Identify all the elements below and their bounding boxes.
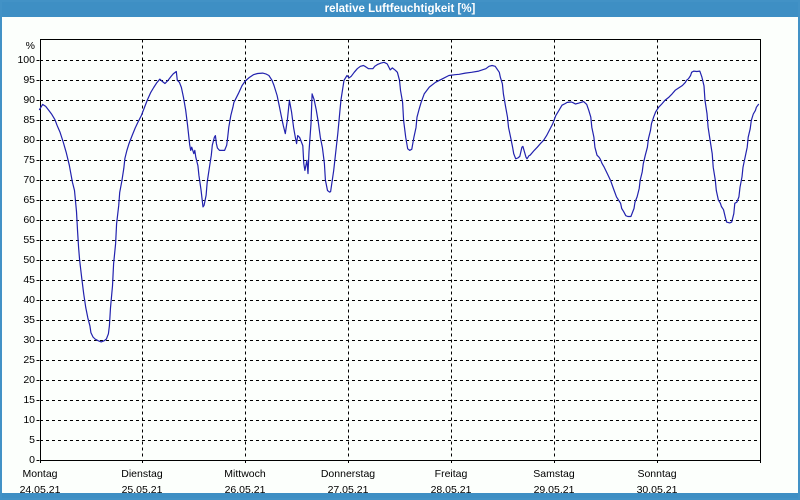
y-axis-label: 0: [29, 454, 35, 466]
y-axis-label: 70: [23, 174, 35, 186]
y-axis-label: 80: [23, 134, 35, 146]
y-axis-label: 55: [23, 234, 35, 246]
y-axis-label: 25: [23, 354, 35, 366]
window-titlebar: relative Luftfeuchtigkeit [%]: [2, 2, 798, 17]
y-axis-label: 10: [23, 414, 35, 426]
y-axis-label: 60: [23, 214, 35, 226]
y-axis-label: 20: [23, 374, 35, 386]
plot-border: [40, 39, 761, 461]
chart-content: 0 5 10 15 20 25 30 35 40 45 50 55 60 65 70 75 80 85 90 95 10…: [2, 17, 798, 496]
x-axis-day-label: Samstag: [533, 468, 575, 480]
y-axis-label: 75: [23, 154, 35, 166]
y-axis-label: 30: [23, 334, 35, 346]
x-axis-day-label: Dienstag: [121, 468, 163, 480]
x-axis-day-label: Sonntag: [637, 468, 677, 480]
window-title: relative Luftfeuchtigkeit [%]: [324, 3, 476, 15]
y-axis-label: 95: [23, 74, 35, 86]
y-axis-label: 40: [23, 294, 35, 306]
humidity-line-chart: [36, 39, 761, 463]
y-axis-label: 5: [29, 434, 35, 446]
y-axis-unit-label: %: [25, 40, 35, 52]
y-axis-label: 50: [23, 254, 35, 266]
y-axis-label: 100: [17, 54, 35, 66]
x-axis-day-label: Freitag: [434, 468, 468, 480]
y-axis-label: 90: [23, 94, 35, 106]
x-axis-day-label: Montag: [22, 468, 58, 480]
window-footer-bar: [2, 493, 798, 498]
x-axis-day-label: Mittwoch: [224, 468, 266, 480]
humidity-series-line: [38, 61, 760, 343]
y-axis-label: 15: [23, 394, 35, 406]
y-axis-label: 45: [23, 274, 35, 286]
y-axis-label: 85: [23, 114, 35, 126]
x-axis-day-label: Donnerstag: [320, 468, 376, 480]
y-axis-label: 35: [23, 314, 35, 326]
y-axis-label: 65: [23, 194, 35, 206]
